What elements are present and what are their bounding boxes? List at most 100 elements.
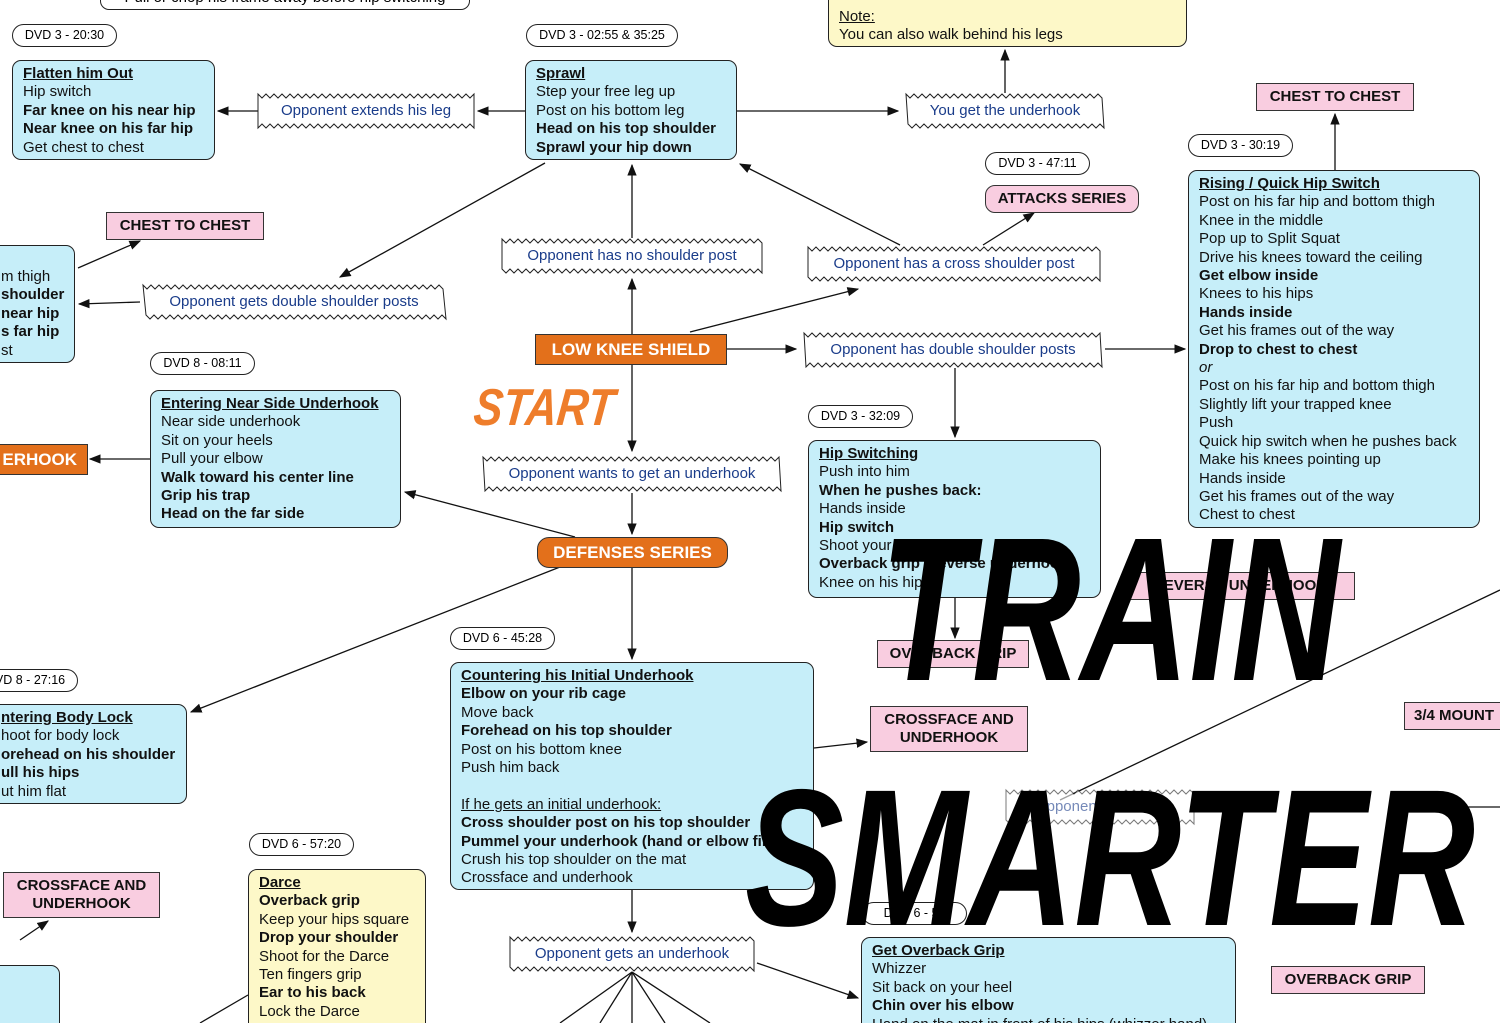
card-line: near hip — [1, 304, 60, 322]
tag: REVERSE UNDERHOOK — [1125, 572, 1355, 600]
timestamp: DVD 6 - 57:20 — [249, 833, 354, 856]
card-line: Sprawl your hip down — [536, 138, 692, 156]
card-title: Sprawl — [536, 65, 586, 82]
condition-text: Opponent wants to get an underhook — [508, 465, 756, 482]
tag: OVERBACK GRIP — [1271, 966, 1425, 994]
condition: Opponent has a cross shoulder post — [807, 245, 1101, 283]
condition: Opponent wants to get an underhook — [482, 455, 782, 493]
condition: Opponent extends his leg — [257, 92, 475, 130]
card-line: Overback grip — [259, 892, 360, 910]
card: ntering Body Lock hoot for body lock orehe… — [0, 704, 187, 804]
condition-text: Opponent gets double shoulder posts — [169, 293, 419, 310]
card-line: Sit on your heels — [161, 431, 273, 449]
note-label: Note: — [839, 8, 875, 25]
card: Rising / Quick Hip Switch Post on his far… — [1188, 170, 1480, 528]
card-line: Lock the Darce — [259, 1002, 360, 1020]
tag: OVERBACK GRIP — [877, 640, 1029, 668]
card-line: Far knee on his near hip — [23, 101, 196, 119]
condition-text: You get the underhook — [929, 102, 1081, 119]
condition: Opponent lower leg — [1005, 788, 1195, 826]
condition-text: Opponent extends his leg — [280, 102, 452, 119]
card-line: Whizzer — [872, 960, 927, 978]
timestamp: DVD 8 - 08:11 — [150, 352, 255, 375]
condition-text: Opponent has no shoulder post — [527, 247, 737, 264]
card: Hip Switching Push into him When he pushes… — [808, 440, 1101, 598]
card-line: m thigh — [1, 268, 51, 285]
timestamp: DVD 8 - 27:16 — [0, 669, 78, 692]
card-line: Post on his bottom knee — [461, 740, 622, 758]
card-line: Knee on his hip — [819, 573, 923, 591]
card-line: Step your free leg up — [536, 83, 676, 101]
condition-text: Opponent gets an underhook — [534, 945, 730, 962]
card-title: ntering Body Lock — [1, 709, 133, 726]
card-line: Sit back on your heel — [872, 978, 1013, 996]
card-line: Hip switch — [23, 83, 92, 101]
card-line: Near side underhook — [161, 413, 301, 431]
card-line: Post on his bottom leg — [536, 101, 685, 119]
card-line: Crossface and underhook — [461, 869, 633, 887]
timestamp: DVD 3 - 32:09 — [808, 405, 913, 428]
card: Darce Overback grip Keep your hips square D… — [248, 869, 426, 1023]
timestamp: DVD 6 - 45:28 — [450, 627, 555, 650]
card-line: Hand on the mat in front of his hips (wh… — [872, 1016, 1225, 1023]
card-line: Push — [1199, 414, 1234, 432]
card-line: Elbow on your rib cage — [461, 685, 627, 703]
tag: 3/4 MOUNT — [1404, 702, 1500, 730]
card-title: Darce — [259, 874, 301, 891]
card-line: Chin over his elbow — [872, 997, 1014, 1015]
card-line: Drop to chest to chest — [1199, 340, 1358, 358]
card-line: Post on his far hip and bottom thigh — [1199, 377, 1435, 395]
card-line: Overback grip / reverse underhook — [819, 555, 1068, 573]
card-line: If he gets an initial underhook: — [461, 795, 662, 813]
card-line: Push him back — [461, 759, 560, 777]
card-line: hoot for body lock — [1, 727, 120, 745]
timestamp: DVD 6 - 52 — [862, 902, 967, 925]
condition: Opponent has double shoulder posts — [803, 331, 1103, 369]
series-node: ERHOOK — [0, 444, 88, 475]
card-line: Head on the far side — [161, 505, 305, 523]
card-line: Hands inside — [819, 500, 906, 518]
card-line: Cross shoulder post on his top shoulder — [461, 814, 751, 832]
card-line: Knees to his hips — [1199, 285, 1314, 303]
card-title: Hip Switching — [819, 445, 919, 462]
card-line: Push into him — [819, 463, 910, 481]
card-line: Slightly lift your trapped knee — [1199, 395, 1392, 413]
condition: Opponent gets an underhook — [509, 935, 755, 973]
card-line: ull his hips — [1, 764, 80, 782]
tag: CHEST TO CHEST — [1256, 83, 1414, 111]
card-line: Make his knees pointing up — [1199, 451, 1381, 469]
card-title: Flatten him Out — [23, 65, 133, 82]
card-line: st — [1, 341, 13, 359]
card-line: Get his frames out of the way — [1199, 322, 1395, 340]
condition: Opponent has no shoulder post — [501, 237, 763, 275]
tag: ATTACKS SERIES — [985, 185, 1139, 213]
condition: Opponent gets double shoulder posts — [141, 283, 447, 321]
condition-text: Opponent lower leg — [1034, 798, 1166, 815]
series-node: DEFENSES SERIES — [537, 537, 728, 568]
condition: You get the underhook — [905, 92, 1105, 130]
card-title: Countering his Initial Underhook — [461, 667, 694, 684]
card-line: shoulder — [1, 286, 65, 304]
card-line: Drop your shoulder — [259, 929, 399, 947]
timestamp: DVD 3 - 47:11 — [985, 152, 1090, 175]
card-line: Ear to his back — [259, 984, 366, 1002]
card-line: When he pushes back: — [819, 481, 982, 499]
card-line: s far hip — [1, 323, 60, 341]
card-line: Hands inside — [1199, 469, 1286, 487]
card-line: Pop up to Split Squat — [1199, 230, 1340, 248]
card: Sprawl Step your free leg up Post on his b… — [525, 60, 737, 160]
condition-text: Opponent has a cross shoulder post — [833, 255, 1075, 272]
card-line: Crush his top shoulder on the mat — [461, 851, 687, 869]
card: Get Overback Grip Whizzer Sit back on your… — [861, 937, 1236, 1023]
series-node: LOW KNEE SHIELD — [535, 334, 727, 365]
card-line: Get his frames out of the way — [1199, 487, 1395, 505]
card-line: Hands inside — [1199, 303, 1293, 321]
card-line: Forehead on his top shoulder — [461, 722, 672, 740]
card-title: Entering Near Side Underhook — [161, 395, 379, 412]
timestamp: DVD 3 - 30:19 — [1188, 134, 1293, 157]
timestamp: DVD 3 - 20:30 — [12, 24, 117, 47]
card-line: Keep your hips square — [259, 910, 410, 928]
card-line: Knee in the middle — [1199, 211, 1324, 229]
